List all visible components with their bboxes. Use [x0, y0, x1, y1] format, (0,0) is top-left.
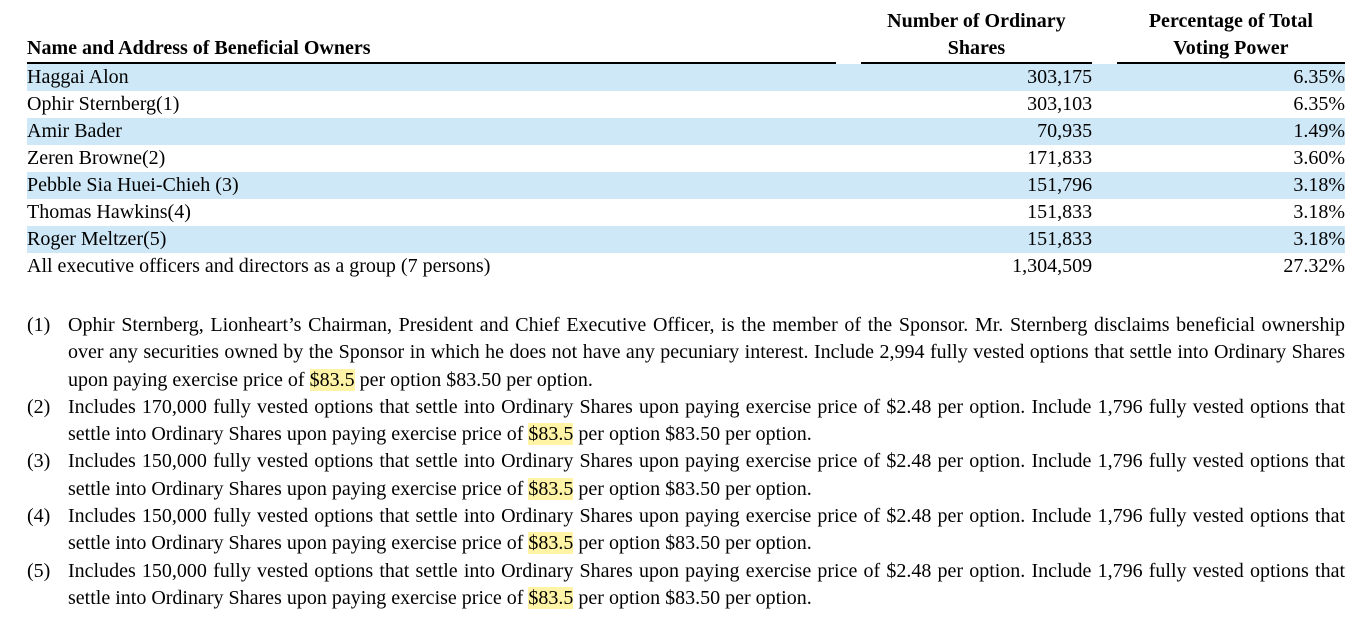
footnote: (2) Includes 170,000 fully vested option…: [27, 394, 1345, 449]
beneficial-owners-table: Name and Address of Beneficial Owners Nu…: [27, 8, 1345, 280]
owner-shares: 303,103: [1027, 93, 1093, 115]
footnote-text: Includes 170,000 fully vested options th…: [68, 395, 1345, 446]
footnotes: (1) Ophir Sternberg, Lionheart’s Chairma…: [27, 312, 1345, 612]
footnote-marker: (3): [27, 450, 51, 473]
header-pct-line2: Voting Power: [1173, 37, 1289, 59]
footnote-text: Includes 150,000 fully vested options th…: [68, 505, 1345, 555]
owner-shares: 171,833: [1027, 147, 1093, 169]
owner-name: Thomas Hawkins(4): [27, 201, 191, 223]
footnote: (4) Includes 150,000 fully vested option…: [27, 503, 1345, 558]
table-row: Ophir Sternberg(1) 303,103 6.35%: [27, 91, 1345, 118]
column-header-shares: Number of Ordinary Shares: [860, 8, 1093, 64]
highlighted-price: $83.5: [528, 423, 574, 446]
footnote-text: Includes 150,000 fully vested options th…: [68, 450, 1345, 500]
owner-name: Pebble Sia Huei-Chieh (3): [27, 172, 837, 199]
table-row: Amir Bader 70,935 1.49%: [27, 118, 1345, 145]
column-header-name: Name and Address of Beneficial Owners: [27, 8, 837, 64]
footnote-marker: (2): [27, 395, 51, 418]
highlighted-price: $83.5: [528, 477, 574, 500]
owner-shares: 1,304,509: [1012, 255, 1093, 277]
footnote: (1) Ophir Sternberg, Lionheart’s Chairma…: [27, 312, 1345, 394]
highlighted-price: $83.5: [528, 586, 574, 609]
table-row: Roger Meltzer(5) 151,833 3.18%: [27, 226, 1345, 253]
owner-shares: 70,935: [860, 118, 1093, 145]
owner-percentage: 27.32%: [1283, 255, 1345, 277]
table-row: Haggai Alon 303,175 6.35%: [27, 64, 1345, 91]
header-name-label: Name and Address of Beneficial Owners: [27, 35, 837, 64]
table-body: Haggai Alon 303,175 6.35% Ophir Sternber…: [27, 64, 1345, 280]
owner-percentage: 3.18%: [1116, 226, 1345, 253]
footnote-marker: (5): [27, 559, 51, 582]
owner-percentage: 3.18%: [1293, 201, 1345, 223]
owner-name: Roger Meltzer(5): [27, 226, 837, 253]
owner-percentage: 3.18%: [1116, 172, 1345, 199]
footnote-marker: (1): [27, 314, 51, 336]
owner-name: Amir Bader: [27, 118, 837, 145]
owner-percentage: 6.35%: [1293, 93, 1345, 115]
footnote: (5) Includes 150,000 fully vested option…: [27, 558, 1345, 613]
footnote-text: Includes 150,000 fully vested options th…: [68, 559, 1345, 609]
footnote: (3) Includes 150,000 fully vested option…: [27, 448, 1345, 503]
owner-shares: 303,175: [860, 64, 1093, 91]
owner-shares: 151,833: [1027, 201, 1093, 223]
owner-name: Zeren Browne(2): [27, 147, 166, 169]
highlighted-price: $83.5: [309, 368, 355, 391]
table-row: Thomas Hawkins(4) 151,833 3.18%: [27, 199, 1345, 226]
owner-name: All executive officers and directors as …: [27, 255, 491, 277]
highlighted-price: $83.5: [528, 532, 574, 555]
owner-name: Haggai Alon: [27, 64, 837, 91]
owner-percentage: 3.60%: [1293, 147, 1345, 169]
footnote-text: Ophir Sternberg, Lionheart’s Chairman, P…: [68, 314, 1345, 391]
column-header-percentage: Percentage of Total Voting Power: [1116, 8, 1345, 64]
footnote-marker: (4): [27, 505, 51, 528]
table-header: Name and Address of Beneficial Owners Nu…: [27, 8, 1345, 64]
table-row: Pebble Sia Huei-Chieh (3) 151,796 3.18%: [27, 172, 1345, 199]
header-shares-line1: Number of Ordinary: [887, 10, 1066, 32]
owner-percentage: 6.35%: [1116, 64, 1345, 91]
owner-shares: 151,833: [860, 226, 1093, 253]
header-shares-line2: Shares: [947, 37, 1006, 59]
table-row: Zeren Browne(2) 171,833 3.60%: [27, 145, 1345, 172]
table-row-total: All executive officers and directors as …: [27, 253, 1345, 280]
owner-percentage: 1.49%: [1116, 118, 1345, 145]
header-pct-line1: Percentage of Total: [1148, 10, 1313, 32]
owner-name: Ophir Sternberg(1): [27, 93, 180, 115]
owner-shares: 151,796: [860, 172, 1093, 199]
